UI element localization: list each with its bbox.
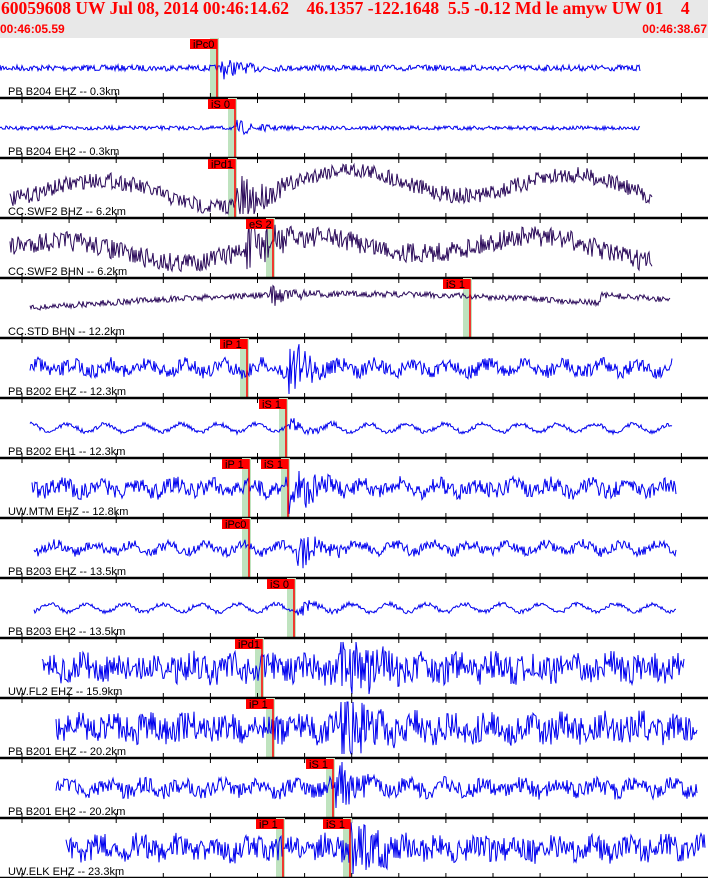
pick-label[interactable]: iP 1 bbox=[249, 699, 268, 711]
pick-flag[interactable] bbox=[256, 819, 283, 829]
waveform-trace bbox=[55, 701, 698, 755]
pick-flag[interactable] bbox=[323, 819, 350, 829]
pick-flag[interactable] bbox=[267, 579, 294, 589]
pick-flag[interactable] bbox=[190, 39, 217, 49]
seismogram-panels[interactable]: iPc0 PB B204 EHZ -- 0.3km iS 0 PB B204 EH2 … bbox=[0, 38, 708, 878]
pick-flag[interactable] bbox=[208, 159, 235, 169]
channel-label: PB B204 EHZ -- 0.3km bbox=[8, 86, 120, 98]
pick-label[interactable]: iP 1 bbox=[259, 819, 278, 831]
start-time: 00:46:05.59 bbox=[0, 22, 65, 36]
pick-flag[interactable] bbox=[222, 519, 249, 529]
channel-label: PB B203 EHZ -- 13.5km bbox=[8, 566, 126, 578]
pick-label[interactable]: iS 1 bbox=[264, 459, 283, 471]
pick-flag[interactable] bbox=[220, 339, 247, 349]
pick-flag[interactable] bbox=[306, 759, 333, 769]
pick-label[interactable]: iPd1 bbox=[211, 159, 233, 171]
pick-label[interactable]: iP 1 bbox=[225, 459, 244, 471]
pick-window bbox=[266, 698, 275, 758]
waveform-trace bbox=[29, 344, 673, 395]
pick-label[interactable]: iS 1 bbox=[446, 279, 465, 291]
pick-label[interactable]: iPc0 bbox=[225, 519, 246, 531]
waveform-trace bbox=[9, 162, 653, 215]
waveform-trace bbox=[9, 221, 653, 273]
channel-label: PB B203 EH2 -- 13.5km bbox=[8, 626, 125, 638]
pick-flag[interactable] bbox=[246, 219, 273, 229]
channel-label: CC.SWF2 BHN -- 6.2km bbox=[8, 266, 127, 278]
channel-label: CC.SWF2 BHZ -- 6.2km bbox=[8, 206, 126, 218]
waveform-trace bbox=[0, 59, 641, 80]
pick-window bbox=[242, 458, 251, 518]
pick-flag[interactable] bbox=[261, 459, 288, 469]
pick-label[interactable]: iS 0 bbox=[270, 579, 289, 591]
channel-label: PB B201 EH2 -- 20.2km bbox=[8, 806, 125, 818]
waveform-trace bbox=[29, 284, 671, 311]
pick-window bbox=[228, 158, 237, 218]
pick-window bbox=[281, 458, 290, 518]
pick-flag[interactable] bbox=[259, 399, 286, 409]
waveform-trace bbox=[65, 822, 706, 875]
pick-label[interactable]: iPc0 bbox=[193, 39, 214, 51]
pick-window bbox=[266, 218, 275, 278]
pick-label[interactable]: iS 0 bbox=[211, 99, 230, 111]
pick-window bbox=[240, 338, 249, 398]
pick-window bbox=[276, 818, 285, 878]
pick-label[interactable]: eS 2 bbox=[249, 219, 272, 231]
channel-label: UW.ELK EHZ -- 23.3km bbox=[8, 866, 124, 878]
waveform-trace bbox=[29, 418, 673, 436]
pick-label[interactable]: iP 1 bbox=[223, 339, 242, 351]
pick-flag[interactable] bbox=[443, 279, 470, 289]
pick-label[interactable]: iS 1 bbox=[326, 819, 345, 831]
channel-label: PB B204 EH2 -- 0.3km bbox=[8, 146, 119, 158]
channel-label: UW.FL2 EHZ -- 15.9km bbox=[8, 686, 122, 698]
pick-flag[interactable] bbox=[235, 639, 262, 649]
waveform-trace bbox=[0, 119, 641, 136]
waveform-trace bbox=[55, 761, 698, 809]
channel-label: CC.STD BHN -- 12.2km bbox=[8, 326, 125, 338]
channel-label: PB B201 EHZ -- 20.2km bbox=[8, 746, 126, 758]
pick-flag[interactable] bbox=[208, 99, 235, 109]
waveform-trace bbox=[33, 600, 677, 616]
event-title: 60059608 UW Jul 08, 2014 00:46:14.62 46.… bbox=[1, 0, 690, 18]
pick-label[interactable]: iS 1 bbox=[262, 399, 281, 411]
event-header: 60059608 UW Jul 08, 2014 00:46:14.62 46.… bbox=[0, 0, 708, 38]
channel-label: PB B202 EHZ -- 12.3km bbox=[8, 386, 126, 398]
pick-flag[interactable] bbox=[222, 459, 249, 469]
waveform-trace bbox=[33, 536, 677, 569]
pick-window bbox=[287, 578, 296, 638]
pick-label[interactable]: iS 1 bbox=[309, 759, 328, 771]
pick-window bbox=[210, 38, 219, 98]
end-time: 00:46:38.67 bbox=[642, 22, 707, 36]
channel-label: UW.MTM EHZ -- 12.8km bbox=[8, 506, 128, 518]
waveform-trace bbox=[41, 641, 685, 695]
pick-flag[interactable] bbox=[246, 699, 273, 709]
pick-label[interactable]: iPd1 bbox=[238, 639, 260, 651]
pick-window bbox=[463, 278, 472, 338]
pick-window bbox=[326, 758, 335, 818]
pick-window bbox=[279, 398, 288, 458]
pick-window bbox=[242, 518, 251, 578]
channel-label: PB B202 EH1 -- 12.3km bbox=[8, 446, 125, 458]
waveform-trace bbox=[31, 470, 677, 515]
